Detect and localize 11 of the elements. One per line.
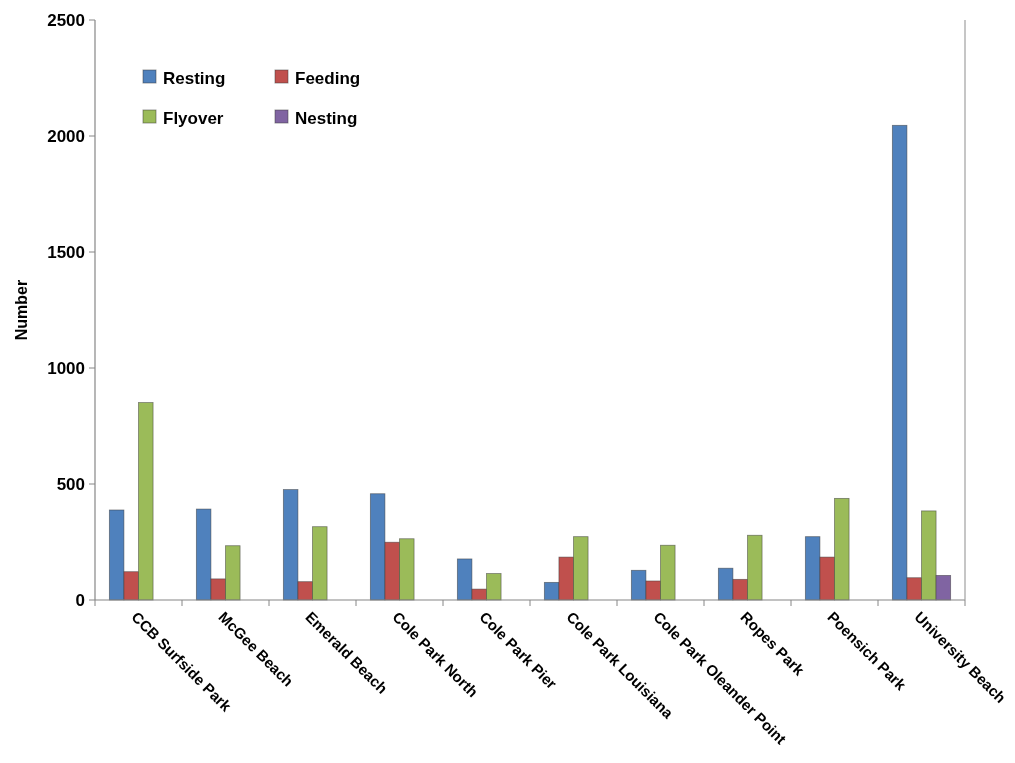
y-tick-label: 0 (75, 590, 85, 610)
y-tick-label: 500 (56, 474, 85, 494)
y-tick-label: 2000 (47, 126, 85, 146)
y-tick-label: 1500 (47, 242, 85, 262)
legend-label: Feeding (295, 68, 361, 88)
y-tick-label: 1000 (47, 358, 85, 378)
legend-label: Resting (163, 68, 226, 88)
y-tick-label: 2500 (47, 10, 85, 30)
legend-label: Flyover (163, 108, 224, 128)
y-axis-title: Number (13, 279, 30, 341)
legend-label: Nesting (295, 108, 358, 128)
